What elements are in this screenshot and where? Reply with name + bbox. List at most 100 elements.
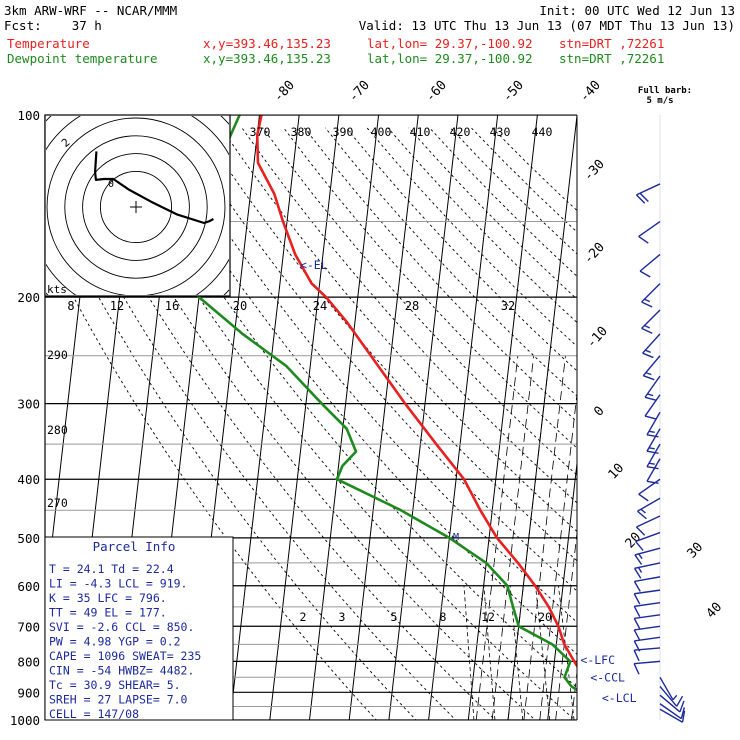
parcel-info-row: CELL = 147/08 bbox=[49, 707, 139, 721]
moist-adiabat-line bbox=[571, 668, 577, 720]
wind-barb-flag bbox=[634, 554, 643, 565]
wind-barb bbox=[642, 355, 661, 381]
wind-barb-flag bbox=[638, 493, 649, 502]
isotherm-label: 30 bbox=[685, 540, 707, 562]
isotherm-line bbox=[667, 115, 736, 720]
wind-barb-flag bbox=[637, 567, 643, 573]
wind-barb bbox=[642, 333, 661, 359]
hodograph-ring-label: 28 bbox=[405, 299, 419, 313]
hodograph-ring-label: 8 bbox=[67, 299, 74, 313]
wind-barb-flag bbox=[646, 465, 659, 470]
potential-temperature-label: 370 bbox=[250, 125, 271, 139]
isotherm-label: -30 bbox=[581, 157, 608, 184]
potential-temperature-label: 410 bbox=[410, 125, 431, 139]
dry-adiabat-line bbox=[304, 127, 577, 423]
dry-adiabat-line bbox=[345, 127, 577, 372]
wind-barb-staff bbox=[634, 660, 661, 665]
wind-barb-flag bbox=[639, 270, 651, 278]
parcel-level-label: <-CCL bbox=[590, 670, 625, 684]
wind-barb-staff bbox=[638, 220, 661, 238]
hodograph-frame bbox=[44, 114, 231, 297]
wind-barb-flag bbox=[633, 567, 642, 579]
moist-adiabat-line bbox=[475, 355, 519, 720]
mixing-ratio-line bbox=[463, 585, 475, 720]
wind-barb bbox=[644, 394, 661, 420]
mixing-ratio-label: 2 bbox=[300, 610, 307, 624]
wind-barb bbox=[634, 547, 661, 565]
wind-barb bbox=[633, 660, 661, 675]
dry-adiabat-line bbox=[137, 127, 577, 655]
wind-barb bbox=[644, 375, 661, 401]
hodograph-ring-label: 20 bbox=[233, 299, 247, 313]
pressure-tick-label: 900 bbox=[17, 685, 40, 700]
wind-barb-flag bbox=[645, 349, 651, 354]
temperature-station: stn=DRT ,72261 bbox=[559, 36, 664, 51]
wind-barb bbox=[633, 576, 661, 592]
wind-barb bbox=[646, 411, 661, 438]
valid-time: Valid: 13 UTC Thu 13 Jun 13 (07 MDT Thu … bbox=[359, 18, 735, 33]
wind-barb bbox=[641, 309, 661, 334]
hodograph-ring-label: 12 bbox=[110, 299, 124, 313]
isotherm-line bbox=[547, 458, 577, 720]
dry-adiabat-line bbox=[53, 127, 497, 720]
isotherm-label: 0 bbox=[591, 404, 607, 420]
wind-barb-flag bbox=[635, 194, 646, 204]
dry-adiabat-line bbox=[45, 150, 457, 720]
dry-adiabat-line bbox=[491, 127, 577, 212]
pressure-tick-label: 500 bbox=[17, 531, 40, 546]
isotherm-line bbox=[348, 115, 419, 720]
forecast-hour: Fcst: 37 h bbox=[4, 18, 102, 33]
parcel-level-label: <-LFC bbox=[580, 653, 615, 667]
wind-barb bbox=[639, 253, 661, 278]
dry-adiabat-line bbox=[408, 127, 577, 300]
mixing-ratio-label: 20 bbox=[538, 610, 552, 624]
wind-barb bbox=[638, 478, 661, 502]
dry-adiabat-line bbox=[366, 127, 577, 347]
potential-temperature-label: 440 bbox=[532, 125, 553, 139]
wind-barb-staff bbox=[634, 647, 661, 651]
wind-barb-flag bbox=[644, 298, 651, 303]
hodograph-ring bbox=[64, 135, 208, 279]
parcel-info-box: Parcel Info T = 24.1 Td = 22.4LI = -4.3 L… bbox=[44, 536, 234, 721]
dry-adiabat-line bbox=[45, 195, 417, 720]
hodograph-unit-label: kts bbox=[47, 283, 67, 296]
isotherm-label: 10 bbox=[606, 461, 628, 483]
moist-adiabat-line bbox=[651, 356, 693, 720]
mixed-layer-marker: M bbox=[453, 532, 459, 543]
dry-adiabat-line bbox=[158, 127, 577, 623]
wind-barb bbox=[659, 694, 685, 713]
hodograph-rings bbox=[46, 116, 229, 295]
wind-barb-flag bbox=[642, 352, 654, 359]
wind-barb-flag bbox=[679, 700, 685, 713]
wind-barb-flag bbox=[641, 301, 653, 308]
pressure-tick-label: 1000 bbox=[10, 713, 40, 728]
parcel-level-label: <-EL bbox=[300, 258, 328, 272]
wind-barb-staff bbox=[659, 703, 682, 720]
parcel-info-row: PW = 4.98 YGP = 0.2 bbox=[49, 635, 181, 649]
mixing-ratio-label: 8 bbox=[440, 610, 447, 624]
isotherm-label: -40 bbox=[577, 78, 604, 105]
wind-barb-flag bbox=[643, 375, 655, 381]
model-title: 3km ARW-WRF -- NCAR/MMM bbox=[4, 3, 177, 18]
potential-temperature-side-label: 290 bbox=[47, 348, 68, 362]
isotherm-label: -70 bbox=[346, 78, 373, 105]
wind-barb-staff bbox=[634, 614, 661, 620]
wind-barb bbox=[633, 625, 661, 641]
dry-adiabat-line bbox=[74, 127, 536, 720]
wind-barb bbox=[646, 443, 661, 470]
wind-barb-flag bbox=[646, 480, 659, 485]
wind-barb-flag bbox=[646, 434, 659, 438]
hodograph-ring-label: 32 bbox=[501, 299, 515, 313]
wind-barb-flag bbox=[633, 606, 641, 618]
isotherm-line bbox=[309, 115, 380, 720]
wind-barb-flag bbox=[633, 593, 641, 605]
hodograph-trace bbox=[94, 151, 214, 225]
moist-adiabat-line bbox=[667, 356, 709, 720]
dewpoint-legend-label: Dewpoint temperature bbox=[7, 51, 158, 66]
hodograph-ring bbox=[46, 117, 226, 295]
parcel-info-row: TT = 49 EL = 177. bbox=[49, 606, 167, 620]
wind-barb-flag bbox=[633, 629, 641, 641]
dewpoint-station: stn=DRT ,72261 bbox=[559, 51, 664, 66]
parcel-info-background bbox=[44, 536, 234, 721]
parcel-info-row: CIN = -54 HWBZ= 4482. bbox=[49, 664, 194, 678]
